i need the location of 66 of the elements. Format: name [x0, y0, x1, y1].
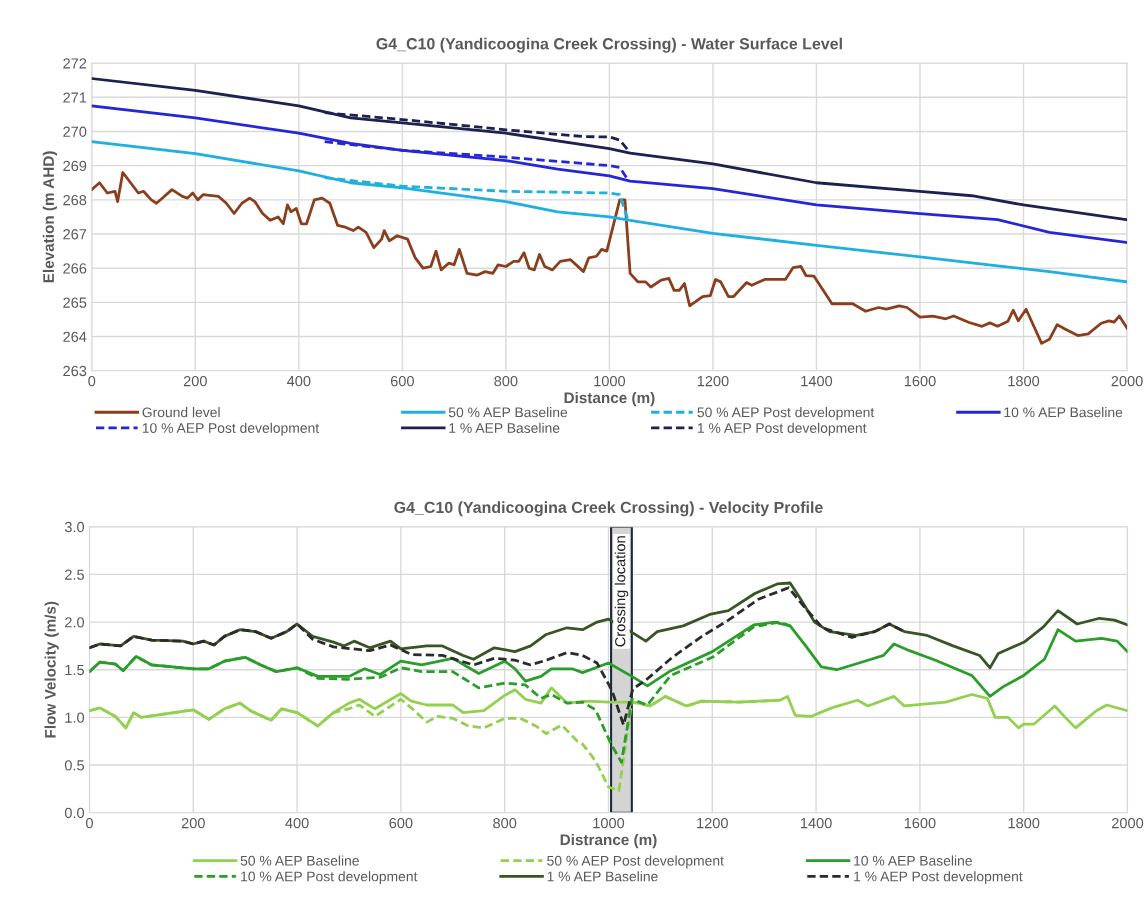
- x-tick-label: 600: [390, 375, 414, 387]
- x-tick-label: 1600: [904, 375, 936, 387]
- x-tick-label: 1000: [593, 817, 625, 829]
- y-tick-label: 270: [63, 126, 87, 137]
- x-tick-label: 400: [285, 817, 309, 829]
- x-axis-title: Distance (m): [564, 391, 655, 407]
- y-tick-label: 264: [63, 331, 87, 342]
- legend-label: 1 % AEP Post development: [697, 422, 867, 436]
- legend-label: 50 % AEP Baseline: [448, 407, 568, 418]
- x-tick-label: 1600: [904, 817, 936, 829]
- legend-label: 1 % AEP Post development: [854, 871, 1023, 885]
- x-tick-label: 1200: [697, 817, 728, 829]
- x-tick-label: 200: [183, 375, 207, 387]
- y-tick-label: 1.5: [65, 664, 84, 676]
- y-tick-label: 1.0: [65, 712, 85, 723]
- y-tick-label: 3.0: [64, 521, 85, 533]
- y-tick-label: 0.0: [64, 807, 85, 819]
- legend-label: 1 % AEP Baseline: [547, 871, 658, 882]
- legend-label: 50 % AEP Post development: [697, 407, 875, 420]
- x-tick-label: 600: [389, 817, 413, 829]
- x-tick-label: 1200: [697, 375, 729, 387]
- y-tick-label: 0.5: [64, 760, 84, 771]
- x-tick-label: 800: [493, 817, 517, 829]
- x-tick-label: 1400: [801, 375, 833, 387]
- line-series: [91, 77, 1128, 222]
- line-series: [91, 104, 1128, 244]
- y-tick-label: 269: [63, 160, 87, 172]
- chart-title: G4_C10 (Yandicoogina Creek Crossing) - Water Surface Level: [376, 37, 842, 53]
- legend-label: 10 % AEP Baseline: [854, 855, 972, 866]
- x-tick-label: 0: [88, 375, 96, 387]
- legend-label: 10 % AEP Baseline: [1004, 407, 1123, 418]
- line-series: [91, 140, 1128, 284]
- x-tick-label: 1800: [1008, 375, 1040, 387]
- x-tick-label: 2000: [1111, 375, 1143, 387]
- line-series: [323, 140, 629, 181]
- line-series: [323, 176, 629, 221]
- x-axis-title: Distrance (m): [560, 833, 657, 849]
- y-tick-label: 272: [63, 58, 87, 69]
- x-tick-label: 400: [286, 375, 311, 387]
- y-tick-label: 268: [63, 194, 87, 206]
- line-series: [91, 171, 1128, 345]
- y-tick-label: 263: [63, 365, 87, 377]
- legend-label: 50 % AEP Post development: [547, 855, 724, 869]
- y-tick-label: 267: [63, 229, 87, 240]
- line-series: [89, 586, 906, 727]
- y-tick-label: 265: [63, 297, 87, 308]
- x-tick-label: 1800: [1008, 817, 1040, 829]
- y-tick-label: 2.0: [65, 617, 85, 628]
- chart-title: G4_C10 (Yandicoogina Creek Crossing) - Velocity Profile: [394, 501, 823, 517]
- x-tick-label: 1000: [594, 375, 626, 387]
- y-axis-title: Flow Velocity (m/s): [44, 601, 59, 738]
- legend-label: 50 % AEP Baseline: [240, 855, 359, 866]
- legend-label: Ground level: [142, 407, 220, 418]
- y-axis-title: Elevation (m AHD): [42, 151, 58, 283]
- x-tick-label: 200: [181, 817, 205, 829]
- band-label: Crossing location: [614, 536, 629, 647]
- x-tick-label: 2000: [1112, 817, 1144, 829]
- x-tick-label: 0: [85, 817, 93, 829]
- legend-label: 10 % AEP Post development: [142, 422, 320, 436]
- legend-label: 10 % AEP Post development: [241, 871, 418, 885]
- y-tick-label: 266: [63, 263, 87, 274]
- x-tick-label: 800: [494, 375, 518, 387]
- y-tick-label: 271: [63, 92, 87, 103]
- y-tick-label: 2.5: [65, 569, 84, 580]
- legend-label: 1 % AEP Baseline: [449, 422, 560, 433]
- x-tick-label: 1400: [800, 817, 832, 829]
